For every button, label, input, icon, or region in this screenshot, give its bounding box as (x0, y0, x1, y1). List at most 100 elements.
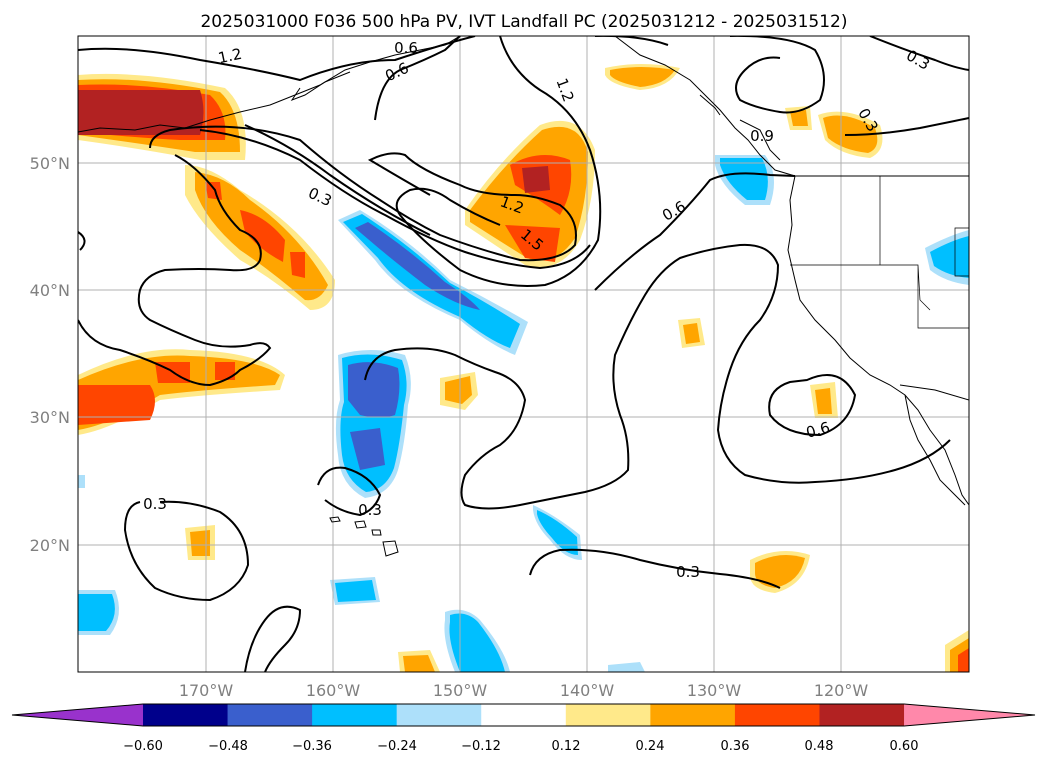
colorbar-swatch (312, 704, 398, 726)
contour-line (244, 605, 302, 672)
pv-negative-region (78, 594, 115, 631)
pv-positive-region (190, 530, 210, 556)
contour-line (594, 172, 796, 291)
colorbar-tick-label: −0.60 (123, 739, 163, 754)
pv-positive-region (215, 362, 235, 380)
lon-label: 140°W (560, 681, 615, 700)
pv-positive-region (610, 67, 675, 87)
pv-positive-region (290, 252, 305, 278)
contour-lines (78, 36, 969, 672)
colorbar-swatch (650, 704, 736, 726)
figure-title: 2025031000 F036 500 hPa PV, IVT Landfall… (200, 12, 847, 32)
us-state-borders (790, 176, 969, 329)
colorbar: −0.60 −0.48 −0.36 −0.24 −0.12 0.12 0.24 … (11, 703, 1036, 754)
contour-line (364, 243, 951, 510)
colorbar-swatch (565, 704, 651, 726)
colorbar-tick-label: 0.48 (805, 739, 834, 754)
contour-label: 0.6 (394, 39, 418, 57)
contour-label: 0.3 (358, 501, 382, 519)
contour-label: 0.6 (804, 418, 832, 442)
baja-coastline (904, 394, 966, 506)
pv-negative-region (608, 662, 645, 672)
pv-negative-region (350, 428, 385, 470)
pv-positive-region (78, 90, 204, 135)
contour-line (730, 36, 825, 114)
colorbar-tick-label: 0.60 (890, 739, 919, 754)
lon-label: 120°W (814, 681, 869, 700)
contour-line (123, 500, 250, 602)
contour-label: 1.2 (216, 45, 243, 68)
latitude-labels: 50°N 40°N 30°N 20°N (30, 154, 70, 555)
pv-negative-region (348, 362, 400, 418)
contour-label: 0.3 (143, 495, 167, 513)
pv-positive-region (755, 554, 805, 588)
pv-positive-region (522, 166, 550, 193)
contour-line (395, 36, 602, 287)
pv-positive-region (205, 182, 222, 200)
colorbar-tick-label: 0.12 (552, 739, 581, 754)
pv-negative-region (930, 236, 969, 278)
pv-shading (78, 64, 969, 672)
contour-line (374, 36, 461, 121)
colorbar-swatch (227, 704, 313, 726)
pv-positive-region (958, 648, 969, 672)
pv-positive-region (240, 210, 285, 262)
west-coast-coastline (787, 175, 969, 506)
contour-line (869, 36, 969, 71)
contour-line (199, 129, 591, 270)
lat-label: 30°N (30, 408, 70, 427)
contour-line (595, 36, 669, 46)
contour-label: 0.9 (750, 127, 774, 145)
pv-negative-region (720, 158, 768, 200)
contour-line (244, 124, 431, 236)
colorbar-tick-label: 0.36 (721, 739, 750, 754)
lat-label: 50°N (30, 154, 70, 173)
us-mexico-border (899, 384, 969, 401)
map-panel: 1.2 0.6 0.6 1.2 0.9 0.3 0.3 1.2 1.5 0.6 … (30, 35, 970, 700)
colorbar-tick-label: −0.12 (461, 739, 501, 754)
pv-positive-region (790, 110, 808, 126)
pv-negative-region (335, 580, 376, 602)
lat-label: 20°N (30, 536, 70, 555)
colorbar-extend-left (12, 704, 143, 726)
contour-line (78, 154, 272, 387)
pv-positive-region (815, 388, 832, 414)
lon-label: 130°W (687, 681, 742, 700)
contour-line (149, 125, 577, 262)
colorbar-swatch (481, 704, 567, 726)
pv-positive-region (683, 323, 700, 344)
contour-line (844, 117, 969, 136)
colorbar-tick-label: −0.48 (208, 739, 248, 754)
contour-line (317, 466, 382, 517)
gulf-of-alaska-coastline (614, 36, 796, 177)
colorbar-swatch (819, 704, 905, 726)
lon-label: 160°W (306, 681, 361, 700)
pv-positive-region (78, 385, 155, 425)
pv-positive-region (403, 655, 435, 672)
contour-line (78, 36, 476, 82)
colorbar-tick-label: 0.24 (636, 739, 665, 754)
pv-negative-region (355, 222, 480, 310)
lon-label: 150°W (433, 681, 488, 700)
longitude-labels: 170°W 160°W 150°W 140°W 130°W 120°W (179, 681, 869, 700)
colorbar-swatches (11, 703, 1036, 727)
colorbar-swatch (143, 704, 229, 726)
colorbar-extend-right (904, 704, 1035, 726)
hawaii-islands (329, 516, 399, 557)
lat-label: 40°N (30, 281, 70, 300)
colorbar-swatch (396, 704, 482, 726)
pv-positive-region (445, 376, 472, 404)
map-frame (77, 35, 970, 673)
alaska-peninsula-coastline (290, 71, 351, 102)
colorbar-tick-label: −0.36 (292, 739, 332, 754)
colorbar-outline (11, 703, 1036, 727)
colorbar-swatch (734, 704, 820, 726)
colorbar-tick-label: −0.24 (377, 739, 417, 754)
contour-label: 0.3 (676, 563, 700, 581)
bc-islands (699, 94, 781, 161)
contour-line (768, 374, 857, 437)
alaska-coastline (78, 36, 461, 133)
colorbar-tick-labels: −0.60 −0.48 −0.36 −0.24 −0.12 0.12 0.24 … (123, 739, 918, 754)
pv-negative-region (537, 510, 578, 555)
coastlines (78, 36, 969, 557)
